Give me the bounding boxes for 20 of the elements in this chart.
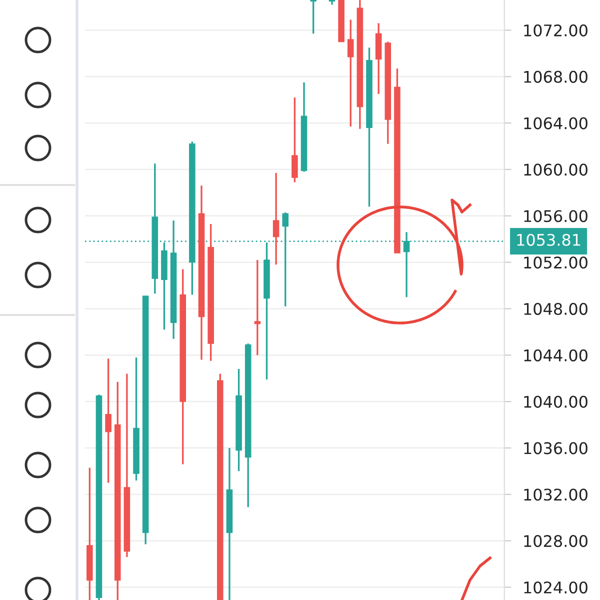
y-tick-label: 1072.00 <box>524 24 588 36</box>
candlestick <box>105 358 112 484</box>
candlestick <box>272 172 280 266</box>
y-tick-label: 1060.00 <box>524 164 588 176</box>
y-tick-label: 1040.00 <box>524 396 588 408</box>
y-tick-label: 1056.00 <box>524 210 588 222</box>
y-tick-label: 1048.00 <box>524 302 588 315</box>
y-tick-label: 1028.00 <box>524 535 588 548</box>
candlestick <box>347 18 354 128</box>
ref-line-label: 1053.81 <box>517 234 580 246</box>
y-tick-label: 1036.00 <box>524 442 588 454</box>
y-tick-label: 1032.00 <box>524 488 588 501</box>
y-tick-label: 1024.00 <box>524 581 588 594</box>
candlestick <box>310 0 316 34</box>
y-tick-label: 1064.00 <box>524 117 588 130</box>
y-tick-label: 1052.00 <box>524 256 588 269</box>
y-tick-label: 1068.00 <box>524 70 588 83</box>
y-tick-label: 1044.00 <box>524 349 588 362</box>
candlestick <box>292 96 298 184</box>
candlestick <box>254 259 261 356</box>
